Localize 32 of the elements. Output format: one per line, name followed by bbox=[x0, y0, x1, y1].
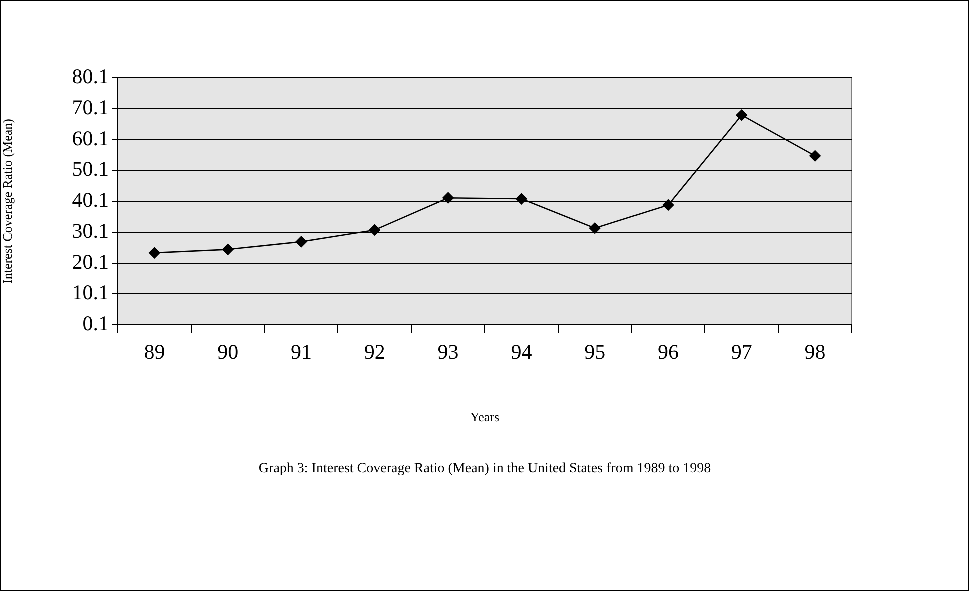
y-axis-title: Interest Coverage Ratio (Mean) bbox=[0, 119, 16, 284]
y-tick-label: 30.1 bbox=[72, 218, 109, 243]
point bbox=[442, 192, 454, 204]
point bbox=[149, 247, 160, 259]
point bbox=[662, 200, 674, 211]
x-tick-label: 98 bbox=[804, 340, 826, 364]
point bbox=[810, 150, 821, 162]
caption: Graph 3: Interest Coverage Ratio (Mean) in the United States from 1989 to 1998 bbox=[258, 462, 712, 477]
x-tick-label: 91 bbox=[291, 340, 312, 364]
y-tick-label: 70.1 bbox=[72, 95, 109, 120]
y-tick-label: 0.1 bbox=[82, 312, 109, 336]
x-tick-label: 97 bbox=[731, 340, 752, 364]
y-tick-label: 40.1 bbox=[72, 188, 109, 212]
x-tick-label: 90 bbox=[218, 340, 239, 364]
y-tick-label: 80.1 bbox=[72, 64, 109, 89]
x-tick-label: 95 bbox=[584, 340, 606, 364]
y-tick-label: 60.1 bbox=[72, 126, 109, 150]
point bbox=[222, 244, 234, 256]
x-tick-label: 93 bbox=[438, 340, 459, 364]
x-tick-label: 89 bbox=[144, 340, 166, 364]
x-tick-label: 94 bbox=[511, 340, 533, 364]
x-tick-label: 96 bbox=[658, 340, 679, 364]
y-tick-label: 50.1 bbox=[72, 157, 109, 182]
y-tick-label: 10.1 bbox=[72, 280, 109, 305]
point bbox=[736, 110, 748, 122]
y-tick-label: 20.1 bbox=[72, 250, 109, 274]
point bbox=[589, 222, 601, 234]
point bbox=[296, 236, 308, 248]
point bbox=[516, 193, 528, 205]
x-tick-label: 92 bbox=[364, 340, 386, 364]
x-axis-title: Years bbox=[470, 410, 500, 425]
point bbox=[369, 224, 381, 236]
